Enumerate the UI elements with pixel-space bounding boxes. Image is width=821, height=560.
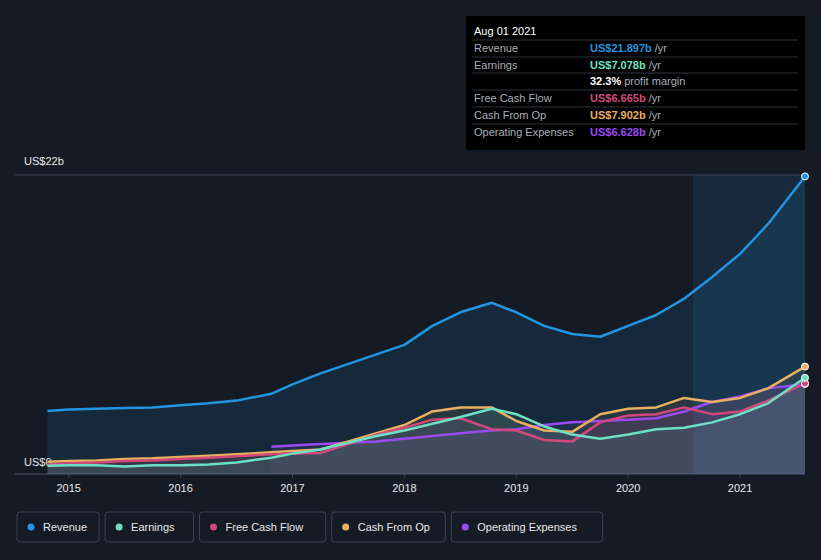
tooltip-value-text: US$21.897b	[590, 42, 652, 54]
series-area	[47, 176, 805, 474]
legend-label: Operating Expenses	[477, 521, 577, 533]
tooltip-separator	[472, 40, 798, 41]
legend-swatch	[210, 524, 217, 531]
tooltip-unit: /yr	[649, 126, 662, 138]
legend-swatch	[342, 524, 349, 531]
x-tick	[516, 474, 517, 478]
tooltip-label: Free Cash Flow	[474, 92, 552, 104]
x-tick-label: 2020	[616, 482, 640, 494]
tooltip-value: US$21.897b/yr	[590, 42, 667, 54]
tooltip-separator	[472, 57, 798, 58]
tooltip-unit: /yr	[649, 59, 662, 71]
tooltip-label: Operating Expenses	[474, 126, 574, 138]
chart: US$0 US$22b 2015 2016 2017 2018 2019 2020 2021 Au…	[0, 0, 821, 560]
x-tick	[292, 474, 293, 478]
legend-box	[332, 512, 446, 542]
tooltip-label: Revenue	[474, 42, 518, 54]
tooltip-value-text: US$7.078b	[590, 59, 646, 71]
legend-box	[17, 512, 99, 542]
tooltip-unit: profit margin	[624, 75, 685, 87]
x-tick-label: 2016	[168, 482, 192, 494]
tooltip-value-text: US$6.665b	[590, 92, 646, 104]
tooltip-separator	[472, 90, 798, 91]
grid-line	[15, 175, 805, 176]
x-tick	[740, 474, 741, 478]
tooltip-value-text: 32.3%	[590, 75, 621, 87]
tooltip-value-text: US$7.902b	[590, 109, 646, 121]
legend-box	[451, 512, 602, 542]
tooltip-value: US$7.902b/yr	[590, 109, 661, 121]
x-tick-label: 2021	[728, 482, 752, 494]
tooltip-label: Earnings	[474, 59, 518, 71]
x-tick-label: 2019	[504, 482, 528, 494]
legend-label: Earnings	[131, 521, 175, 533]
series-line	[47, 176, 805, 411]
x-tick	[180, 474, 181, 478]
tooltip-label: Cash From Op	[474, 109, 546, 121]
background	[0, 0, 821, 560]
x-tick	[628, 474, 629, 478]
tooltip-separator	[472, 73, 798, 74]
x-tick-label: 2017	[280, 482, 304, 494]
tooltip-value-text: US$6.628b	[590, 126, 646, 138]
end-point	[802, 363, 809, 370]
y-tick-label: US$22b	[24, 155, 64, 167]
tooltip-unit: /yr	[649, 92, 662, 104]
plot-area	[47, 173, 808, 474]
legend-swatch	[116, 524, 123, 531]
tooltip-value: US$6.665b/yr	[590, 92, 661, 104]
legend-swatch	[462, 524, 469, 531]
x-tick	[68, 474, 69, 478]
series-line	[47, 378, 805, 467]
tooltip-value: US$7.078b/yr	[590, 59, 661, 71]
tooltip-value: 32.3%profit margin	[590, 75, 685, 87]
tooltip-unit: /yr	[649, 109, 662, 121]
tooltip-date: Aug 01 2021	[474, 25, 536, 37]
x-tick-label: 2015	[56, 482, 80, 494]
x-tick	[404, 474, 405, 478]
tooltip-separator	[472, 124, 798, 125]
series-line	[47, 367, 805, 462]
y-tick-label: US$0	[24, 456, 52, 468]
legend-label: Revenue	[43, 521, 87, 533]
legend-label: Free Cash Flow	[226, 521, 304, 533]
legend-box	[200, 512, 326, 542]
tooltip-value: US$6.628b/yr	[590, 126, 661, 138]
tooltip-box	[466, 16, 805, 150]
legend-label: Cash From Op	[358, 521, 430, 533]
tooltip-separator	[472, 107, 798, 108]
legend-box	[105, 512, 193, 542]
x-tick-label: 2018	[392, 482, 416, 494]
end-point	[802, 374, 809, 381]
end-point	[802, 173, 809, 180]
tooltip-unit: /yr	[655, 42, 668, 54]
legend-swatch	[28, 524, 35, 531]
